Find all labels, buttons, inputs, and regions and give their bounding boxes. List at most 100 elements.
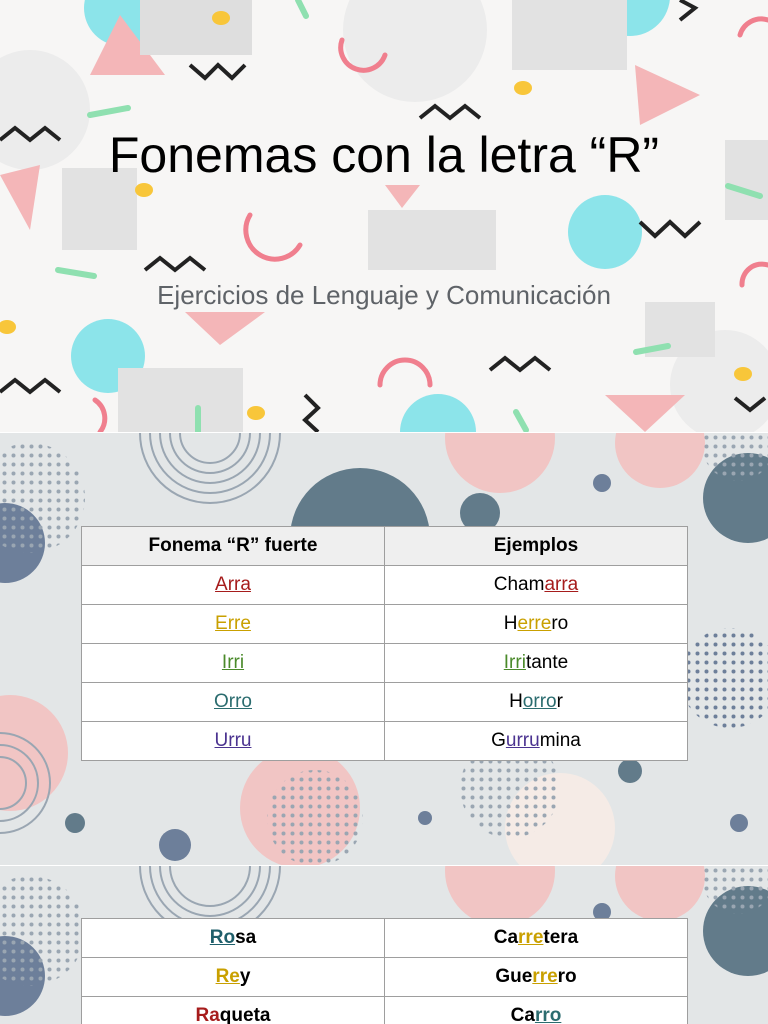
highlighted-syllable: Irri	[503, 652, 526, 673]
word-part: r	[556, 691, 563, 712]
speckle-block	[725, 140, 768, 220]
yellow-dot-shape	[212, 11, 230, 25]
dot-grid-shape	[267, 770, 363, 865]
column-header-examples: Ejemplos	[384, 526, 688, 566]
zigzag-shape	[678, 0, 699, 22]
word-part: G	[491, 730, 506, 751]
example-word-cell: Herrero	[384, 604, 688, 644]
speckle-block	[62, 168, 137, 250]
word-part: Ca	[510, 1005, 535, 1024]
table-row: Orro Horror	[81, 682, 688, 722]
word-cell: Carretera	[384, 918, 688, 958]
word-cell: Raqueta	[81, 996, 385, 1024]
phoneme-text: Orro	[214, 691, 252, 712]
phoneme-table: Fonema “R” fuerte Ejemplos Arra Chamarra E…	[81, 526, 688, 761]
zigzag-shape	[143, 255, 207, 273]
phoneme-cell: Erre	[81, 604, 385, 644]
example-word-cell: Chamarra	[384, 565, 688, 605]
speckle-block	[118, 368, 243, 432]
phoneme-text: Irri	[221, 652, 245, 673]
word-part: y	[239, 966, 251, 987]
word-part: H	[509, 691, 523, 712]
green-dash-shape	[725, 183, 763, 199]
column-header-phoneme: Fonema “R” fuerte	[81, 526, 385, 566]
table-row: Irri Irritante	[81, 643, 688, 683]
phoneme-cell: Irri	[81, 643, 385, 683]
slide-title: Fonemas con la letra “R” Ejercicios de L…	[0, 0, 768, 432]
speckle-block	[368, 210, 496, 270]
pink-arc-shape	[243, 212, 303, 262]
dotted-circles-background	[0, 866, 768, 1016]
zigzag-shape	[302, 393, 321, 432]
pink-triangle-shape	[605, 395, 685, 432]
phoneme-cell: Orro	[81, 682, 385, 722]
highlighted-syllable: rre	[532, 966, 558, 987]
table-header-row: Fonema “R” fuerte Ejemplos	[81, 526, 688, 566]
highlighted-syllable: urru	[505, 730, 540, 751]
pink-triangle-shape	[385, 185, 420, 208]
slide-subtitle-text: Ejercicios de Lenguaje y Comunicación	[157, 280, 611, 310]
concentric-arcs-shape	[0, 433, 281, 834]
dot-grid-shape	[702, 866, 768, 914]
highlighted-syllable: Re	[215, 966, 240, 987]
table-row: Urru Gurrumina	[81, 721, 688, 761]
small-dot-shape	[618, 759, 642, 783]
dot-grid-shape	[702, 433, 768, 481]
dot-grid-shape	[0, 876, 85, 986]
pink-circle-shape	[445, 866, 555, 926]
pink-arc-shape	[739, 261, 768, 288]
highlighted-syllable: rre	[518, 927, 544, 948]
slide-word-examples: Rosa Carretera Rey Guerrero Raqueta Carro	[0, 866, 768, 1024]
example-word-cell: Gurrumina	[384, 721, 688, 761]
pink-triangle-shape	[90, 15, 165, 75]
pink-triangle-shape	[635, 65, 700, 125]
memphis-pattern-background	[0, 0, 768, 432]
word-part: Ca	[493, 927, 519, 948]
word-part: ro	[557, 966, 577, 987]
dot-grid-shape	[680, 628, 768, 728]
yellow-dot-shape	[135, 183, 153, 197]
phoneme-cell: Urru	[81, 721, 385, 761]
word-part: Ra	[195, 1005, 220, 1024]
pink-triangle-shape	[185, 312, 265, 345]
zigzag-shape	[0, 125, 62, 143]
pink-arc-shape	[377, 357, 433, 388]
pink-circle-shape	[615, 866, 705, 921]
phoneme-text: Urru	[214, 730, 252, 751]
word-part: H	[503, 613, 518, 634]
grey-circle-shape	[0, 50, 90, 170]
dot-grid-shape	[0, 443, 85, 553]
dot-grid-shape	[460, 738, 560, 838]
small-dot-shape	[65, 813, 85, 833]
yellow-dot-shape	[0, 320, 16, 334]
zigzag-shape	[0, 377, 62, 395]
slide-phoneme-table: Fonema “R” fuerte Ejemplos Arra Chamarra E…	[0, 433, 768, 865]
table-row: Rosa Carretera	[81, 918, 688, 958]
zigzag-shape	[733, 396, 767, 413]
zigzag-shape	[188, 62, 247, 81]
pink-circle-shape	[615, 433, 705, 488]
word-cell: Carro	[384, 996, 688, 1024]
slide-title-text: Fonemas con la letra “R”	[108, 127, 660, 183]
yellow-dot-shape	[514, 81, 532, 95]
highlighted-syllable: orro	[522, 691, 557, 712]
cyan-circle-shape	[568, 195, 642, 269]
word-cell: Rey	[81, 957, 385, 997]
zigzag-shape	[418, 103, 482, 121]
small-dot-shape	[593, 903, 611, 921]
pink-arc-shape	[338, 37, 388, 73]
table-row: Raqueta Carro	[81, 996, 688, 1024]
highlighted-syllable: Ro	[209, 927, 236, 948]
table-row: Erre Herrero	[81, 604, 688, 644]
pink-arc-shape	[92, 397, 108, 432]
yellow-dot-shape	[734, 367, 752, 381]
small-dot-shape	[593, 474, 611, 492]
word-part: tante	[525, 652, 569, 673]
slate-dot-shape	[460, 493, 500, 533]
speckle-block	[140, 0, 252, 55]
speckle-block	[512, 0, 627, 70]
phoneme-text: Erre	[215, 613, 251, 634]
pink-arc-shape	[737, 16, 768, 38]
highlighted-syllable: arra	[544, 574, 579, 595]
grey-circle-shape	[343, 0, 487, 102]
